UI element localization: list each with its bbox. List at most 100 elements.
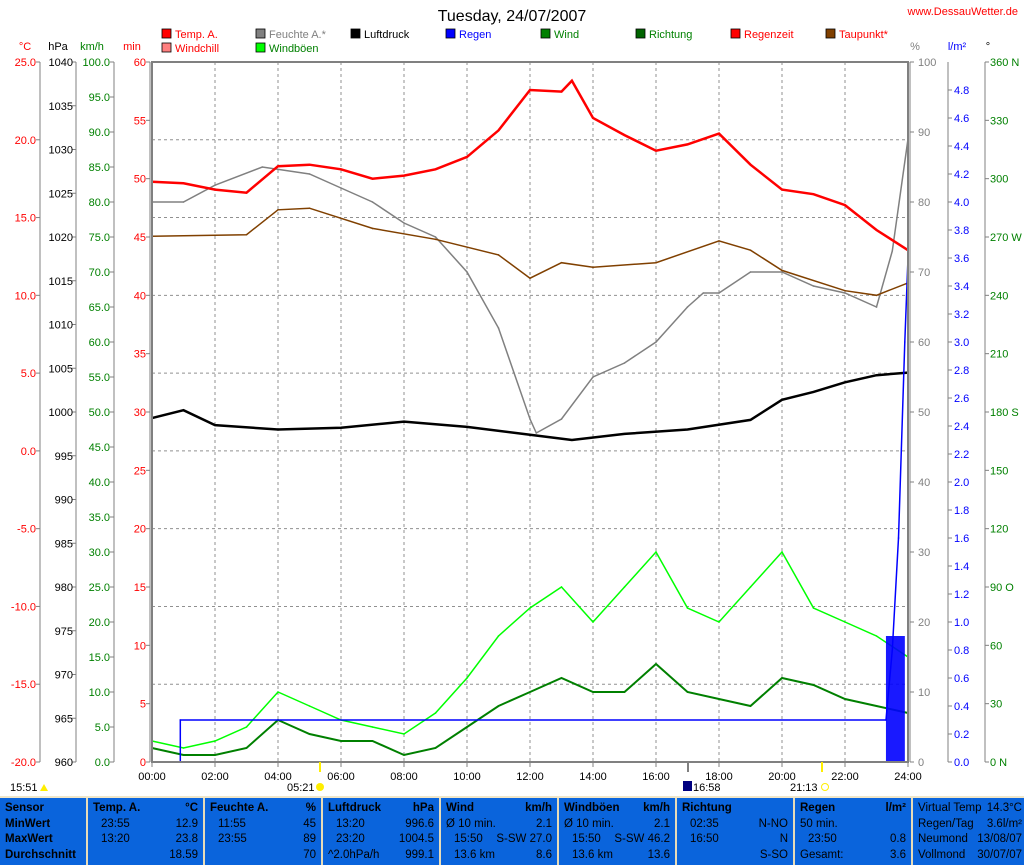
max-value: S-SW 27.0 <box>496 833 552 845</box>
temp-tick-label: -15.0 <box>11 679 36 691</box>
distance: 13.6 km <box>454 848 495 861</box>
direction-tick-label: 30 <box>990 699 1002 711</box>
total-label: Gesamt: <box>800 848 844 861</box>
humidity-tick-label: 100 <box>918 57 936 69</box>
data-point <box>214 754 216 756</box>
data-point <box>560 261 563 264</box>
stats-gusts: Windböen km/h Ø 10 min. 2.1 15:50 S-SW 46.2… <box>559 798 677 865</box>
x-tick-label: 18:00 <box>705 771 733 783</box>
direction-avg: S-SO <box>759 848 788 861</box>
data-point <box>718 292 720 294</box>
avg10-value: 2.1 <box>654 817 670 830</box>
legend-label: Windchill <box>175 43 219 55</box>
direction-tick-label: 330 <box>990 115 1008 127</box>
data-point <box>812 607 815 609</box>
data-point <box>718 698 720 700</box>
direction-tick-label: 60 <box>990 640 1002 652</box>
min-time: 13:20 <box>336 817 365 830</box>
max-value: 89 <box>303 833 316 845</box>
minutes-tick-label: 0 <box>140 757 146 769</box>
x-tick-label: 02:00 <box>201 771 229 783</box>
data-point <box>466 156 468 158</box>
unit: % <box>305 802 316 814</box>
data-point <box>686 306 689 308</box>
minutes-tick-label: 40 <box>134 290 146 302</box>
data-point <box>781 271 783 273</box>
plot-frame <box>151 61 909 763</box>
data-point <box>781 551 783 553</box>
minutes-tick-label: 20 <box>134 524 146 536</box>
speed-tick-label: 40.0 <box>89 477 110 489</box>
data-point <box>245 233 248 236</box>
site-link[interactable]: www.DessauWetter.de <box>907 6 1018 18</box>
data-point <box>904 341 906 343</box>
legend-swatch <box>350 28 361 39</box>
max-time: 15:50 <box>454 833 483 845</box>
data-point <box>434 712 437 714</box>
speed-tick-label: 25.0 <box>89 582 110 594</box>
data-point <box>497 254 500 256</box>
distance: 13.6 km <box>572 848 613 861</box>
data-point <box>812 193 815 196</box>
speed-tick-label: 10.0 <box>89 687 110 699</box>
data-point <box>182 754 185 756</box>
direction-tick-label: 120 <box>990 524 1008 536</box>
rain-tick-label: 1.0 <box>954 617 969 629</box>
max-value: 0.8 <box>890 833 906 845</box>
rain-tick-label: 3.8 <box>954 225 969 237</box>
direction-tick-label: 150 <box>990 465 1008 477</box>
max-time: 23:50 <box>808 833 837 845</box>
data-point <box>875 306 878 308</box>
series-feuchte-a- <box>151 138 909 435</box>
legend-swatch <box>730 28 741 39</box>
x-tick-label: 06:00 <box>327 771 355 783</box>
direction-tick-label: 270 W <box>990 232 1022 244</box>
rain-tick-label: 3.2 <box>954 309 969 321</box>
x-tick-label: 12:00 <box>516 771 544 783</box>
unit: km/h <box>643 802 670 814</box>
data-point <box>529 89 531 91</box>
unit-temp: °C <box>19 41 31 53</box>
data-point <box>655 341 657 343</box>
stats-humidity: Feuchte A.% 11:55 45 23:55 89 70 <box>205 798 323 865</box>
data-point <box>371 740 374 742</box>
virtual-temp-value: 14.3°C <box>986 802 1022 814</box>
x-tick-label: 00:00 <box>138 771 166 783</box>
data-point <box>371 177 374 180</box>
min-value: 996.6 <box>405 817 434 830</box>
min-value: 12.9 <box>175 817 198 830</box>
header: Luftdruck <box>328 802 382 814</box>
x-tick-label: 16:00 <box>642 771 670 783</box>
speed-tick-label: 35.0 <box>89 512 110 524</box>
data-point <box>529 607 531 609</box>
direction-tick-label: 240 <box>990 290 1008 302</box>
data-point <box>844 621 846 623</box>
data-point <box>891 250 894 252</box>
stats-wind: Wind km/h Ø 10 min. 2.1 15:50 S-SW 27.0 13.… <box>441 798 559 865</box>
data-point <box>308 163 311 166</box>
pressure-tick-label: 1010 <box>49 320 73 332</box>
rain-tick-label: 1.4 <box>954 561 969 573</box>
pressure-tick-label: 1030 <box>49 145 73 157</box>
data-point <box>214 424 216 426</box>
data-point <box>749 705 752 707</box>
data-point <box>403 733 405 735</box>
time-2: 16:50 <box>690 833 719 845</box>
rain-tick-label: 2.6 <box>954 393 969 405</box>
x-tick-label: 08:00 <box>390 771 418 783</box>
data-point <box>308 173 311 175</box>
rain-day-label: Regen/Tag <box>918 817 974 830</box>
rain-tick-label: 1.6 <box>954 533 969 545</box>
data-point <box>812 391 815 393</box>
avg-value: 18.59 <box>169 848 198 861</box>
temp-tick-label: -20.0 <box>11 757 36 769</box>
header: Sensor <box>5 802 44 814</box>
data-point <box>466 726 468 728</box>
legend-label: Regen <box>459 29 491 41</box>
rain-tick-label: 0.2 <box>954 729 969 741</box>
minutes-tick-label: 5 <box>140 699 146 711</box>
humidity-tick-label: 10 <box>918 687 930 699</box>
speed-tick-label: 20.0 <box>89 617 110 629</box>
temp-tick-label: 5.0 <box>21 368 36 380</box>
humidity-tick-label: 50 <box>918 407 930 419</box>
